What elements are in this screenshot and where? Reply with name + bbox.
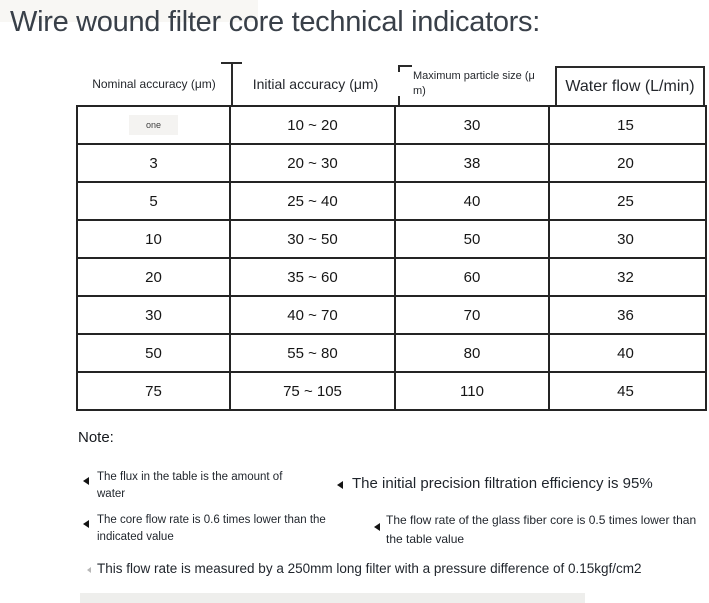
table-cell-initial: 10 ~ 20 <box>231 107 396 143</box>
header-corner-tick-vertical <box>398 65 400 72</box>
bullet-triangle-icon <box>83 520 89 528</box>
table-cell-particle: 40 <box>396 183 550 219</box>
table-cell-nominal: 3 <box>78 145 231 181</box>
table-cell-flow: 20 <box>617 154 634 172</box>
notes-heading: Note: <box>78 429 114 446</box>
column-header-max-particle-size: Maximum particle size (μ m) <box>399 62 555 105</box>
table-row: 75 75 ~ 105 110 45 <box>78 373 705 409</box>
table-cell-nominal: 10 <box>78 221 231 257</box>
table-row: 5 25 ~ 40 40 25 <box>78 183 705 221</box>
header-corner-tick-horizontal <box>398 65 412 67</box>
background-artifact-bottom <box>80 593 585 603</box>
note-measurement: This flow rate is measured by a 250mm lo… <box>97 561 642 576</box>
table-cell-initial: 35 ~ 60 <box>231 259 396 295</box>
table-cell-particle: 60 <box>396 259 550 295</box>
table-cell-initial: 20 ~ 30 <box>231 145 396 181</box>
table-cell-flow: 25 <box>617 192 634 210</box>
indicators-table: one 10 ~ 20 30 15 3 20 ~ 30 38 20 5 25 ~… <box>76 105 707 411</box>
table-row: 10 30 ~ 50 50 30 <box>78 221 705 259</box>
table-cell-particle: 30 <box>396 107 550 143</box>
table-cell-highlight: one <box>128 115 179 135</box>
table-row: 30 40 ~ 70 70 36 <box>78 297 705 335</box>
table-cell-flow: 32 <box>617 268 634 286</box>
table-row: 20 35 ~ 60 60 32 <box>78 259 705 297</box>
column-header-initial-accuracy: Initial accuracy (μm) <box>252 75 379 92</box>
table-cell-flow: 45 <box>617 382 634 400</box>
page-title: Wire wound filter core technical indicat… <box>10 6 540 38</box>
table-cell-particle: 38 <box>396 145 550 181</box>
header-bottom-tick <box>398 96 400 105</box>
header-divider-top-tick <box>221 62 242 64</box>
table-cell-flow: 30 <box>617 230 634 248</box>
table-cell-particle: 110 <box>396 373 550 409</box>
header-divider-line <box>231 62 233 105</box>
bullet-triangle-icon <box>87 567 91 573</box>
table-cell-flow: 36 <box>617 306 634 324</box>
column-header-nominal-accuracy: Nominal accuracy (μm) <box>92 76 216 91</box>
table-row: one 10 ~ 20 30 15 <box>78 107 705 145</box>
column-header-water-flow: Water flow (L/min) <box>555 66 705 105</box>
table-cell-initial: 55 ~ 80 <box>231 335 396 371</box>
table-cell-nominal: 30 <box>78 297 231 333</box>
table-cell-particle: 50 <box>396 221 550 257</box>
table-cell-nominal: one <box>78 107 231 143</box>
table-cell-nominal: 20 <box>78 259 231 295</box>
table-cell-initial: 40 ~ 70 <box>231 297 396 333</box>
table-cell-nominal: 5 <box>78 183 231 219</box>
note-glass-fiber: The flow rate of the glass fiber core is… <box>386 513 697 546</box>
note-core-rate: The core flow rate is 0.6 times lower th… <box>97 514 326 544</box>
table-row: 3 20 ~ 30 38 20 <box>78 145 705 183</box>
note-flux: The flux in the table is the amount of w… <box>97 471 283 501</box>
table-cell-initial: 25 ~ 40 <box>231 183 396 219</box>
bullet-triangle-icon <box>83 477 89 485</box>
table-cell-nominal: 75 <box>78 373 231 409</box>
table-cell-particle: 80 <box>396 335 550 371</box>
table-cell-particle: 70 <box>396 297 550 333</box>
table-cell-initial: 30 ~ 50 <box>231 221 396 257</box>
table-cell-flow: 40 <box>617 344 634 362</box>
note-efficiency: The initial precision filtration efficie… <box>352 475 653 492</box>
table-row: 50 55 ~ 80 80 40 <box>78 335 705 373</box>
table-cell-initial: 75 ~ 105 <box>231 373 396 409</box>
bullet-triangle-icon <box>337 481 343 489</box>
table-header-row: Nominal accuracy (μm) Initial accuracy (… <box>76 62 705 105</box>
table-cell-nominal: 50 <box>78 335 231 371</box>
bullet-triangle-icon <box>374 523 380 531</box>
column-header-max-particle-size-label: Maximum particle size (μ m) <box>413 69 535 97</box>
table-cell-flow: 15 <box>617 116 634 134</box>
